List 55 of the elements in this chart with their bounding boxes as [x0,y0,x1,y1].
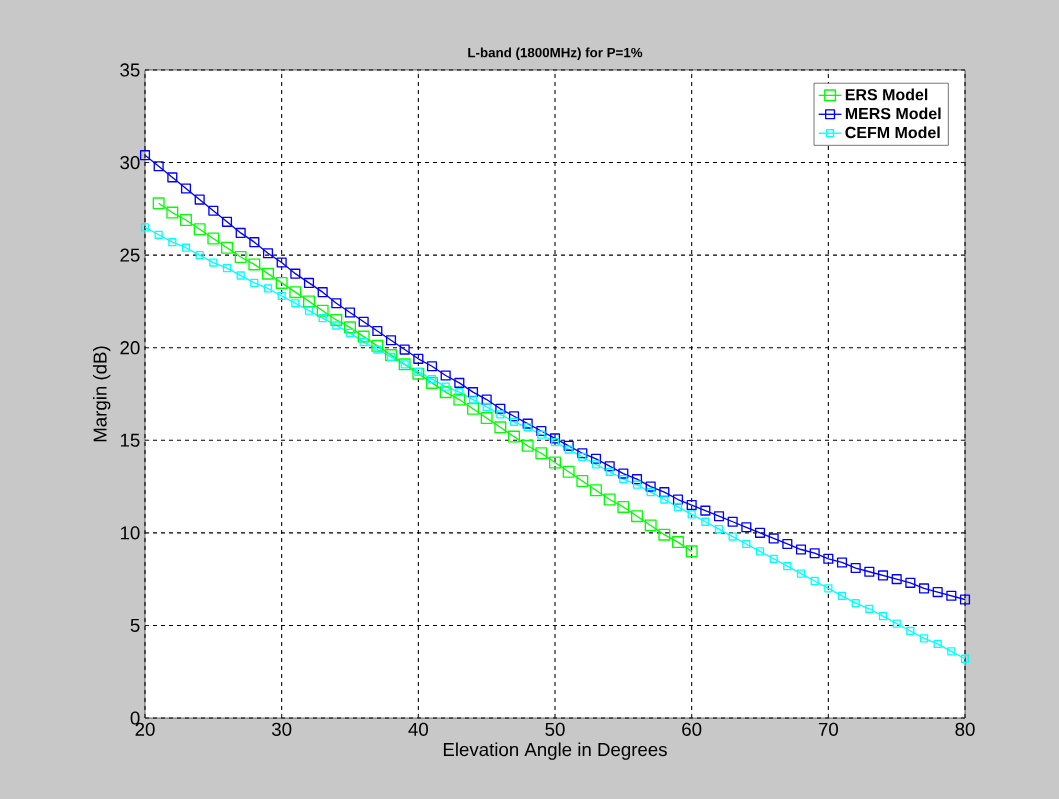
x-axis-title: Elevation Angle in Degrees [443,742,667,760]
point [508,430,521,443]
point [166,206,179,219]
y-tick-label: 15 [120,433,140,447]
point [480,412,493,425]
y-tick-label: 20 [120,341,140,355]
point [535,447,548,460]
point [180,213,193,226]
point [289,286,302,299]
point [631,510,644,523]
point [562,465,575,478]
legend-label: CEFM Model [845,126,940,139]
x-tick-label: 80 [955,722,975,736]
point [590,484,603,497]
point [685,545,698,558]
point [275,276,288,289]
point [316,304,329,317]
point [330,313,343,326]
point [521,439,534,452]
point [494,421,507,434]
y-tick-label: 25 [120,248,140,262]
point [439,386,452,399]
x-tick-label: 50 [545,722,565,736]
point [549,456,562,469]
point [344,321,357,334]
point [193,223,206,236]
chart-title: L-band (1800MHz) for P=1% [468,47,643,60]
point [426,376,439,389]
point [576,475,589,488]
point [262,267,274,280]
point [152,197,165,210]
point [658,528,671,541]
point [357,330,370,343]
legend-label: MERS Model [845,107,941,120]
point [371,339,384,352]
y-axis-title: Margin (dB) [92,346,111,442]
point [672,536,685,549]
point [453,393,466,406]
point [248,258,261,271]
x-tick-label: 70 [818,722,838,736]
y-tick-label: 30 [120,155,140,170]
y-tick-label: 5 [130,618,140,632]
point [303,295,316,308]
point [234,250,247,263]
point [644,519,657,532]
legend-label: ERS Model [845,88,928,101]
y-tick-label: 35 [120,63,140,77]
y-tick-label: 10 [120,526,140,540]
point [617,500,630,513]
x-tick-label: 40 [408,722,428,736]
point [221,241,234,254]
point [207,232,220,245]
x-tick-label: 30 [272,722,292,736]
x-tick-label: 60 [682,722,702,736]
point [603,493,616,506]
